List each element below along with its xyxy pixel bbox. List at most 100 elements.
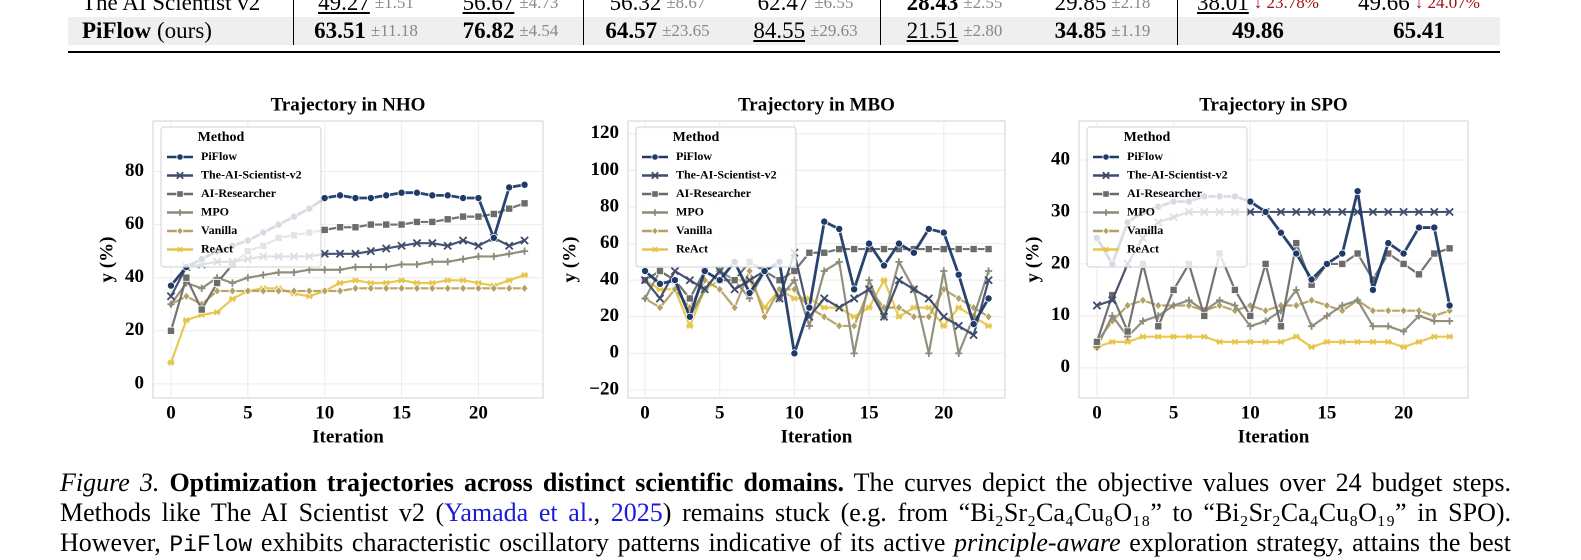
marker bbox=[805, 303, 814, 312]
marker bbox=[641, 294, 649, 303]
cell-note: ±4.54 bbox=[519, 21, 559, 40]
marker bbox=[474, 212, 483, 221]
marker bbox=[336, 266, 344, 274]
marker bbox=[670, 276, 679, 285]
marker bbox=[335, 249, 345, 259]
cell-note: ±4.73 bbox=[519, 0, 559, 12]
legend-title: Method bbox=[1124, 130, 1171, 145]
marker bbox=[655, 302, 665, 313]
table-cell: The AI Scientist v2 bbox=[68, 0, 293, 17]
marker bbox=[520, 247, 529, 255]
marker bbox=[655, 279, 664, 288]
marker bbox=[1108, 312, 1116, 320]
y-axis-label: y (%) bbox=[559, 237, 580, 283]
marker bbox=[850, 313, 858, 320]
x-tick-label: 10 bbox=[315, 402, 334, 423]
marker bbox=[1445, 244, 1454, 253]
marker bbox=[895, 258, 903, 266]
cell-value: 76.82 bbox=[462, 18, 515, 43]
citation-link[interactable]: 2025 bbox=[610, 498, 663, 527]
marker bbox=[305, 286, 314, 296]
marker bbox=[820, 311, 829, 322]
legend-box bbox=[160, 126, 322, 268]
y-tick-label: 0 bbox=[135, 372, 145, 393]
x-axis-label: Iteration bbox=[1238, 426, 1310, 447]
marker bbox=[849, 294, 859, 303]
y-tick-label: 0 bbox=[1061, 356, 1071, 377]
marker bbox=[1102, 246, 1110, 253]
marker bbox=[834, 303, 844, 312]
y-axis-label: y (%) bbox=[1022, 237, 1043, 283]
marker bbox=[909, 248, 918, 257]
marker bbox=[382, 220, 391, 229]
marker bbox=[775, 294, 784, 303]
marker bbox=[1384, 207, 1393, 217]
cell-value: 64.57 bbox=[605, 18, 658, 43]
marker bbox=[198, 284, 206, 292]
marker bbox=[955, 304, 963, 311]
marker bbox=[1200, 333, 1208, 340]
marker bbox=[984, 245, 993, 254]
marker bbox=[1276, 322, 1285, 331]
marker bbox=[700, 285, 710, 294]
table-cell: 65.41 bbox=[1338, 17, 1500, 45]
x-axis-label: Iteration bbox=[781, 426, 853, 447]
marker bbox=[1292, 249, 1301, 258]
marker bbox=[1170, 301, 1178, 310]
marker bbox=[413, 260, 421, 269]
marker bbox=[715, 276, 724, 285]
marker bbox=[1415, 312, 1423, 320]
marker bbox=[412, 238, 422, 248]
marker bbox=[1369, 322, 1377, 330]
citation-link[interactable]: Yamada et al. bbox=[444, 498, 594, 527]
cell-note: ↓ 24.07% bbox=[1414, 0, 1480, 12]
marker bbox=[444, 277, 452, 284]
marker bbox=[835, 321, 844, 331]
legend-label: The-AI-Scientist-v2 bbox=[201, 167, 302, 181]
marker bbox=[790, 349, 799, 358]
marker bbox=[366, 194, 375, 203]
marker bbox=[1230, 285, 1239, 294]
x-tick-label: 20 bbox=[934, 402, 953, 423]
y-tick-label: 20 bbox=[1051, 252, 1070, 273]
marker bbox=[1430, 249, 1439, 258]
formula: Bi₂Sr₂Ca₄Cu₈O₁₈ bbox=[970, 498, 1151, 527]
marker bbox=[474, 283, 483, 294]
marker bbox=[1092, 301, 1102, 310]
marker bbox=[939, 245, 948, 254]
marker bbox=[351, 283, 360, 294]
marker bbox=[655, 267, 664, 276]
marker bbox=[1170, 333, 1178, 340]
marker bbox=[835, 224, 844, 233]
marker bbox=[176, 153, 184, 161]
marker bbox=[1445, 301, 1454, 310]
marker bbox=[397, 277, 406, 284]
y-tick-label: 40 bbox=[600, 269, 619, 290]
x-tick-label: 0 bbox=[1092, 402, 1102, 423]
marker bbox=[366, 220, 375, 229]
table-cell: 49.86 bbox=[1177, 17, 1338, 45]
legend-label: ReAct bbox=[201, 241, 233, 255]
marker bbox=[1354, 296, 1362, 304]
marker bbox=[1277, 338, 1285, 346]
table-cell: 29.85 ±2.18 bbox=[1028, 0, 1177, 17]
marker bbox=[1261, 305, 1270, 316]
marker bbox=[1430, 223, 1439, 232]
caption-text: ) remains stuck (e.g. from “ bbox=[662, 498, 971, 527]
legend-label: PiFlow bbox=[201, 149, 237, 163]
marker bbox=[243, 286, 252, 296]
marker bbox=[1354, 338, 1362, 346]
marker bbox=[197, 305, 206, 314]
cell-value: 38.01 bbox=[1197, 0, 1249, 15]
marker bbox=[984, 294, 993, 303]
marker bbox=[1124, 338, 1132, 346]
marker bbox=[1353, 187, 1362, 196]
marker bbox=[850, 321, 859, 331]
marker bbox=[790, 276, 798, 284]
legend-label: ReAct bbox=[1127, 241, 1159, 255]
table-cell: 84.55 ±29.63 bbox=[731, 17, 880, 45]
marker bbox=[428, 191, 437, 200]
marker bbox=[412, 217, 421, 226]
marker bbox=[520, 180, 529, 189]
marker bbox=[1353, 249, 1362, 258]
